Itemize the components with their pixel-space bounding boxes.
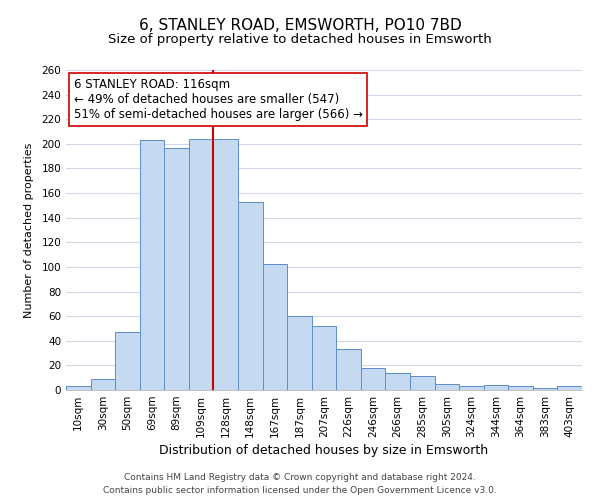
Bar — [91, 379, 115, 390]
Bar — [410, 376, 434, 390]
Text: 6, STANLEY ROAD, EMSWORTH, PO10 7BD: 6, STANLEY ROAD, EMSWORTH, PO10 7BD — [139, 18, 461, 32]
Bar — [66, 386, 91, 390]
Text: 6 STANLEY ROAD: 116sqm
← 49% of detached houses are smaller (547)
51% of semi-de: 6 STANLEY ROAD: 116sqm ← 49% of detached… — [74, 78, 363, 121]
Bar — [263, 264, 287, 390]
Y-axis label: Number of detached properties: Number of detached properties — [25, 142, 34, 318]
Bar — [164, 148, 189, 390]
Bar — [459, 386, 484, 390]
Text: Contains public sector information licensed under the Open Government Licence v3: Contains public sector information licen… — [103, 486, 497, 495]
Bar — [140, 140, 164, 390]
Bar — [557, 386, 582, 390]
Bar — [385, 373, 410, 390]
Text: Contains HM Land Registry data © Crown copyright and database right 2024.: Contains HM Land Registry data © Crown c… — [124, 474, 476, 482]
Bar — [508, 386, 533, 390]
Bar — [214, 139, 238, 390]
Bar — [361, 368, 385, 390]
Bar — [434, 384, 459, 390]
Bar — [287, 316, 312, 390]
Bar — [533, 388, 557, 390]
Bar — [336, 350, 361, 390]
Bar — [312, 326, 336, 390]
Bar — [189, 139, 214, 390]
X-axis label: Distribution of detached houses by size in Emsworth: Distribution of detached houses by size … — [160, 444, 488, 457]
Bar — [484, 385, 508, 390]
Bar — [238, 202, 263, 390]
Text: Size of property relative to detached houses in Emsworth: Size of property relative to detached ho… — [108, 32, 492, 46]
Bar — [115, 332, 140, 390]
